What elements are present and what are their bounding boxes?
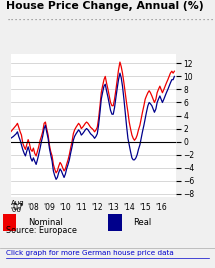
Text: Aug
'06: Aug '06 [11,200,24,214]
Text: ·······················································: ········································… [6,18,215,24]
Text: Nominal: Nominal [28,218,63,227]
Text: House Price Change, Annual (%): House Price Change, Annual (%) [6,1,204,11]
Text: Source: Europace: Source: Europace [6,226,77,236]
Text: Real: Real [133,218,152,227]
Text: Click graph for more German house price data: Click graph for more German house price … [6,250,174,256]
